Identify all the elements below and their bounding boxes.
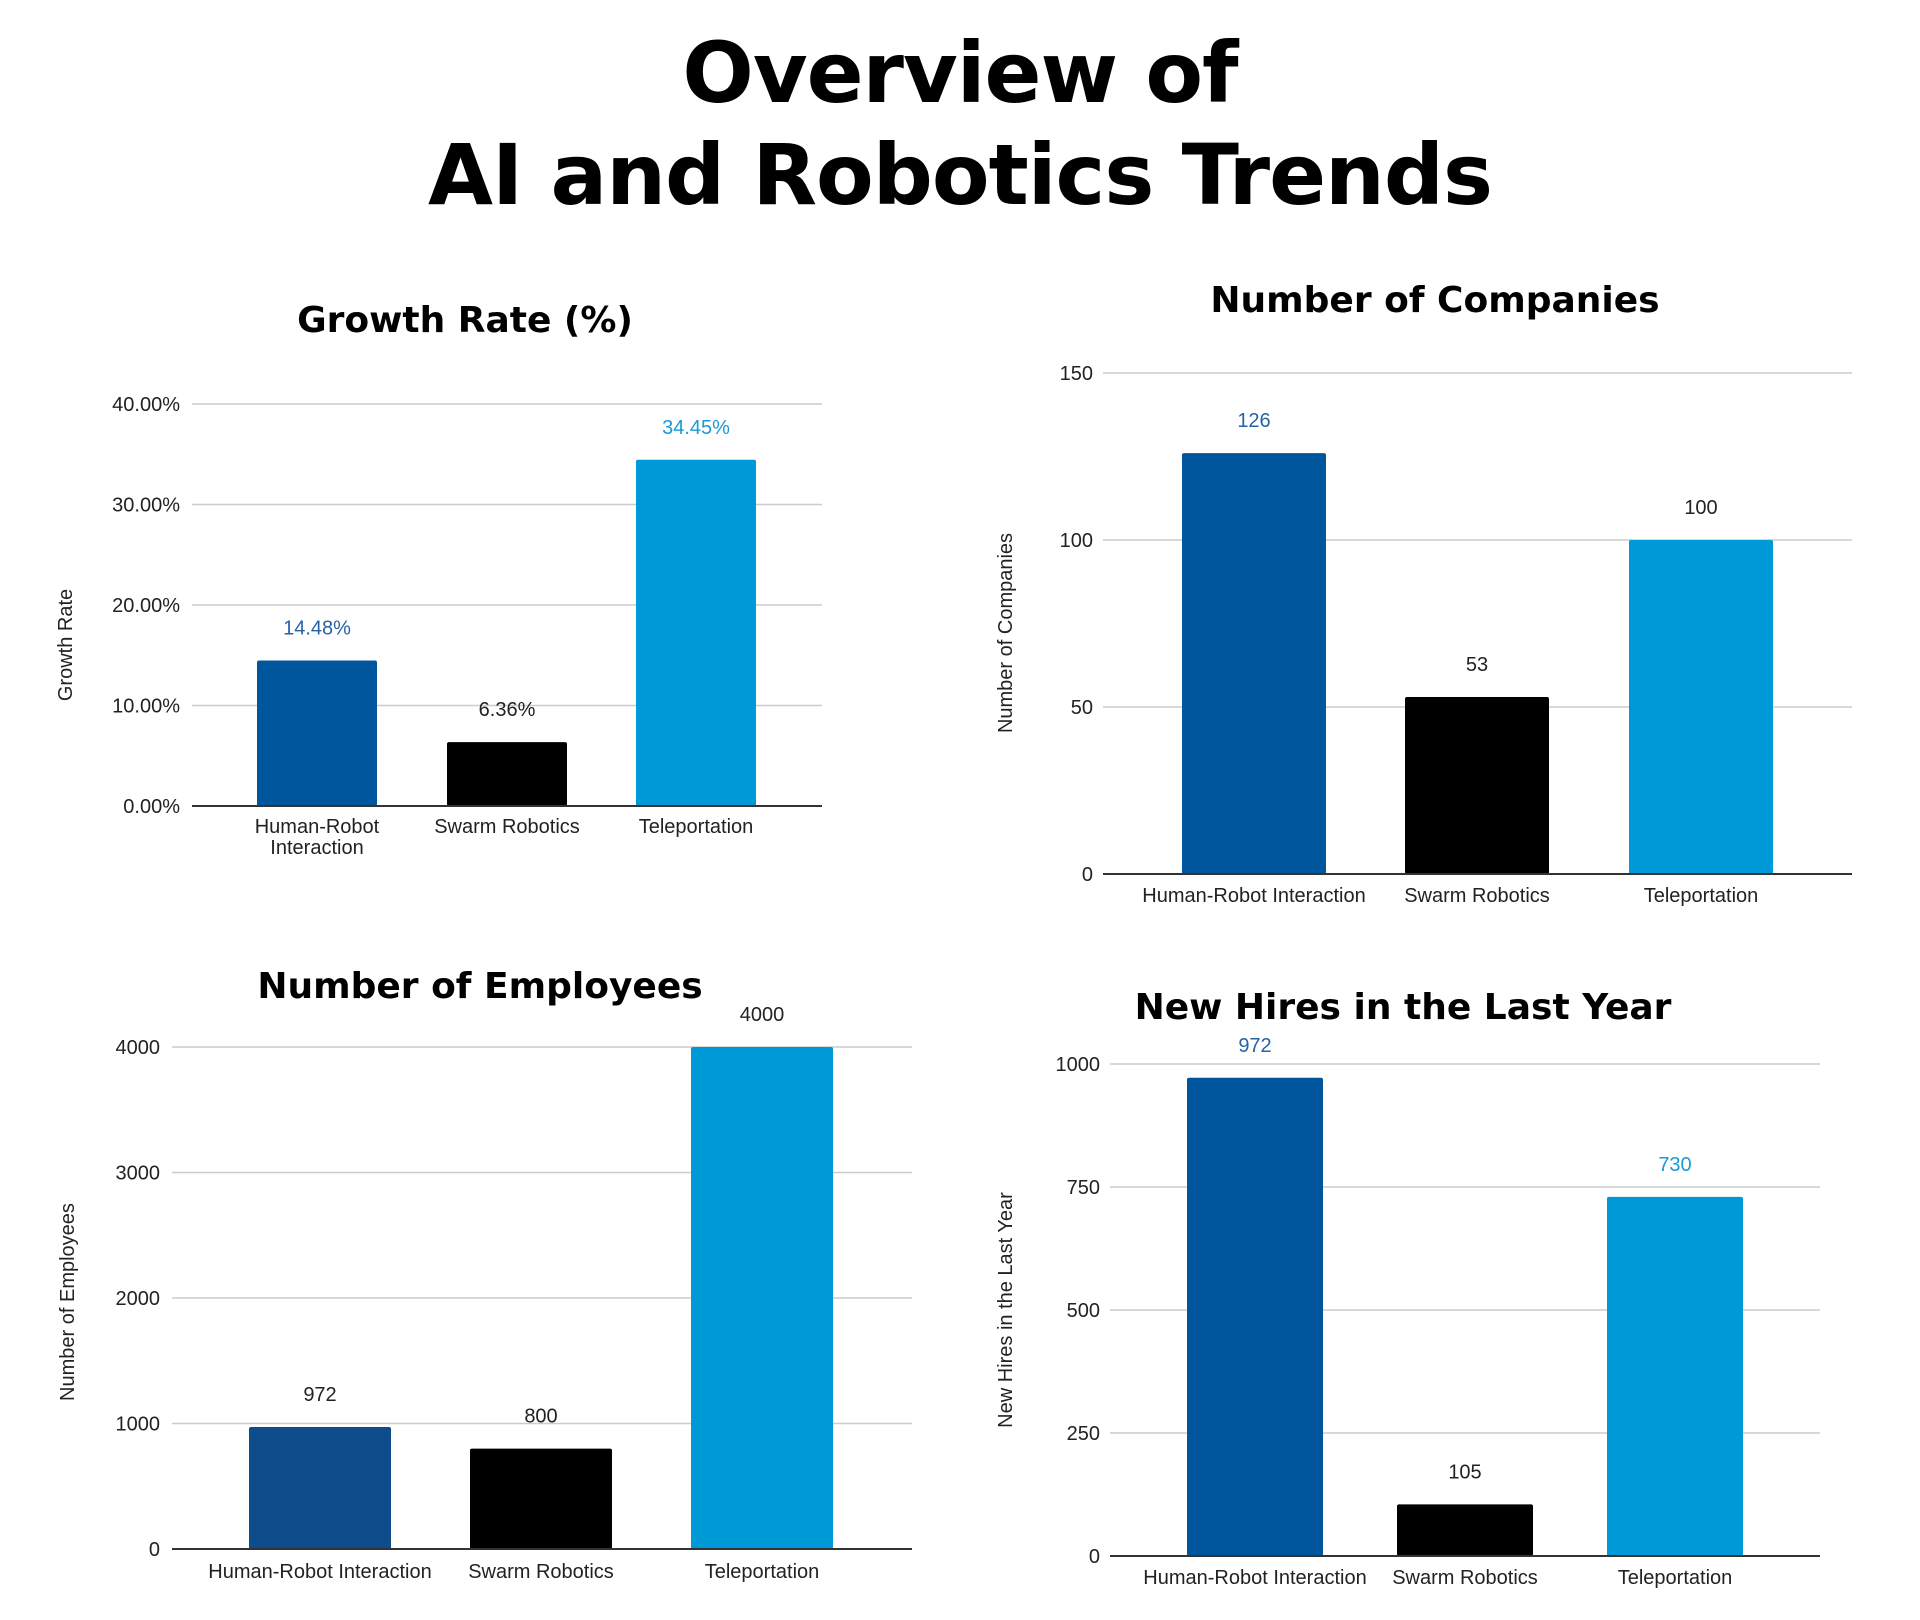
y-tick-label: 20.00% — [112, 595, 180, 617]
y-tick-label: 150 — [1060, 363, 1093, 385]
y-tick-label: 50 — [1071, 697, 1093, 719]
data-label: 100 — [1684, 497, 1717, 519]
y-axis-label: Number of Employees — [57, 1203, 79, 1401]
x-tick-label: Teleportation — [639, 816, 754, 838]
bar — [470, 1448, 612, 1549]
y-tick-label: 10.00% — [112, 696, 180, 718]
x-tick-label: Human-Robot — [255, 816, 380, 838]
data-label: 105 — [1448, 1461, 1481, 1483]
y-tick-label: 3000 — [116, 1163, 161, 1185]
y-tick-label: 1000 — [116, 1414, 161, 1436]
x-tick-label: Human-Robot Interaction — [1143, 1567, 1366, 1589]
plot-area: 0 250 500 750 1000 972 Human-Robot Interaction… — [1056, 1035, 1820, 1589]
y-tick-label: 250 — [1067, 1423, 1100, 1445]
bar — [1405, 696, 1549, 874]
bar — [1182, 453, 1326, 874]
y-axis-label: Growth Rate — [55, 589, 77, 701]
x-tick-label: Swarm Robotics — [468, 1561, 614, 1583]
plot-area: 0 50 100 150 126 Human-Robot Interaction 53 Swa… — [1060, 363, 1852, 907]
chart-title: Number of Companies — [1210, 280, 1659, 321]
page-title-line-2: AI and Robotics Trends — [428, 126, 1493, 224]
bar — [636, 459, 756, 806]
y-tick-label: 500 — [1067, 1300, 1100, 1322]
page-title: Overview of AI and Robotics Trends — [0, 22, 1920, 226]
y-tick-label: 0 — [1082, 864, 1093, 886]
data-label: 972 — [303, 1384, 336, 1406]
x-tick-label: Teleportation — [705, 1561, 820, 1583]
y-tick-label: 750 — [1067, 1177, 1100, 1199]
y-tick-label: 30.00% — [112, 495, 180, 517]
x-tick-label: Swarm Robotics — [1392, 1567, 1538, 1589]
y-tick-label: 40.00% — [112, 394, 180, 416]
bar — [1629, 540, 1773, 874]
number-of-employees-chart: Number of Employees Number of Employees … — [57, 966, 912, 1583]
bar — [1397, 1504, 1533, 1556]
new-hires-chart: New Hires in the Last Year New Hires in … — [995, 987, 1820, 1589]
page-title-line-1: Overview of — [682, 24, 1238, 122]
x-tick-label: Human-Robot Interaction — [1142, 885, 1365, 907]
y-tick-label: 100 — [1060, 530, 1093, 552]
chart-title: Number of Employees — [257, 966, 702, 1007]
bar — [257, 660, 377, 806]
bar — [691, 1047, 833, 1549]
bar — [1607, 1196, 1743, 1556]
data-label: 6.36% — [479, 699, 536, 721]
bar — [1187, 1077, 1323, 1556]
bar — [447, 742, 567, 806]
data-label: 730 — [1658, 1154, 1691, 1176]
data-label: 126 — [1237, 410, 1270, 432]
chart-title: Growth Rate (%) — [297, 300, 633, 341]
plot-area: 0 1000 2000 3000 4000 972 Human-Robot Interact… — [116, 1004, 912, 1583]
data-label: 34.45% — [662, 417, 730, 439]
y-tick-label: 4000 — [116, 1037, 161, 1059]
x-tick-label: Human-Robot Interaction — [208, 1561, 431, 1583]
y-tick-label: 0.00% — [123, 796, 180, 818]
data-label: 800 — [524, 1406, 557, 1428]
data-label: 972 — [1238, 1035, 1271, 1057]
data-label: 53 — [1466, 654, 1488, 676]
y-tick-label: 0 — [149, 1539, 160, 1561]
number-of-companies-chart: Number of Companies Number of Companies … — [995, 280, 1852, 907]
y-tick-label: 2000 — [116, 1288, 161, 1310]
y-axis-label: New Hires in the Last Year — [995, 1192, 1017, 1428]
data-label: 14.48% — [283, 617, 351, 639]
bar — [249, 1427, 391, 1549]
y-tick-label: 1000 — [1056, 1054, 1101, 1076]
x-tick-label: Swarm Robotics — [1404, 885, 1550, 907]
x-tick-label: Swarm Robotics — [434, 816, 580, 838]
x-tick-label: Teleportation — [1618, 1567, 1733, 1589]
x-tick-label: Interaction — [270, 837, 363, 859]
y-axis-label: Number of Companies — [995, 533, 1017, 733]
plot-area: 0.00% 10.00% 20.00% 30.00% 40.00% 14.48% Human… — [112, 394, 822, 859]
data-label: 4000 — [740, 1004, 785, 1026]
y-tick-label: 0 — [1089, 1546, 1100, 1568]
growth-rate-chart: Growth Rate (%) Growth Rate 0.00% 10.00% 2… — [55, 300, 822, 859]
x-tick-label: Teleportation — [1644, 885, 1759, 907]
chart-title: New Hires in the Last Year — [1135, 987, 1672, 1028]
